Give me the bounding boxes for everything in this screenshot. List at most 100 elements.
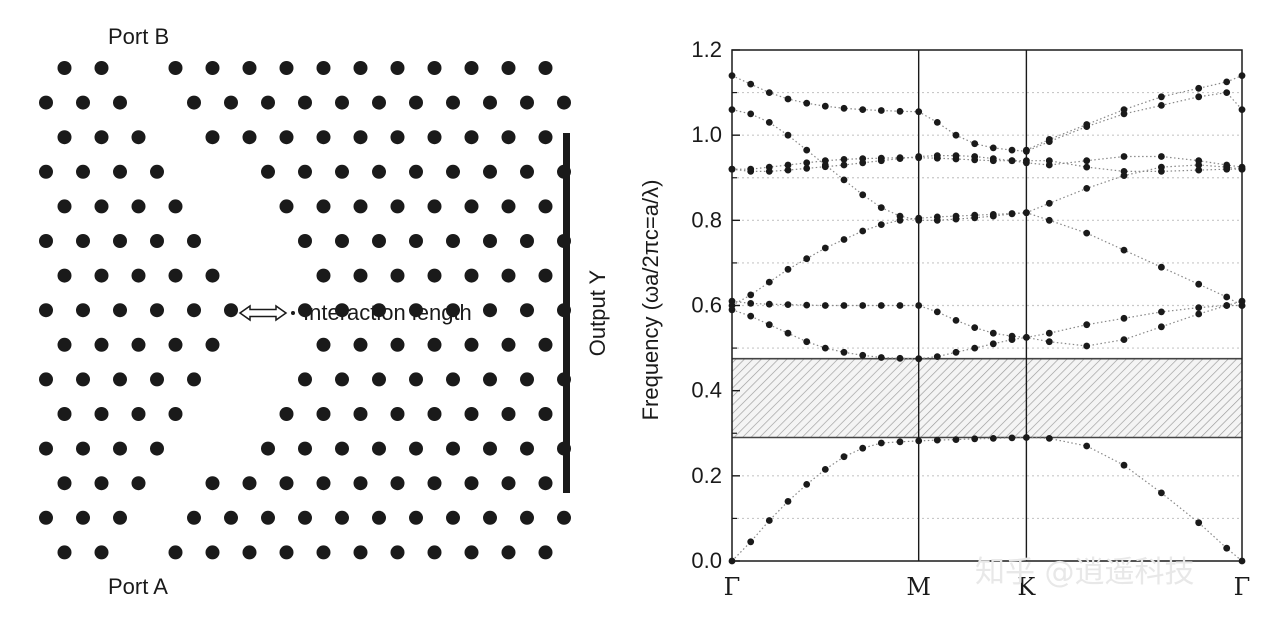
band-point — [784, 329, 792, 337]
band-line — [1026, 75, 1243, 151]
crystal-rod — [501, 130, 516, 145]
band-point — [1158, 323, 1165, 331]
crystal-rod — [390, 61, 405, 75]
crystal-rod — [353, 476, 368, 491]
band-point — [877, 221, 885, 229]
band-point — [840, 156, 848, 163]
crystal-rod — [76, 372, 90, 387]
crystal-rod — [427, 407, 442, 421]
band-point — [1120, 168, 1128, 175]
band-point — [877, 439, 885, 447]
crystal-rod — [187, 95, 201, 110]
band-point — [859, 227, 867, 235]
band-point — [1120, 106, 1128, 113]
x-tick-label: Γ — [724, 573, 741, 601]
band-line — [731, 436, 1243, 562]
photonic-band-gap — [732, 357, 1242, 439]
crystal-rod — [557, 95, 571, 110]
crystal-rod — [409, 234, 423, 248]
crystal-rod — [205, 337, 220, 352]
y-tick-label: 0.6 — [691, 293, 722, 318]
port-a-label: Port A — [108, 574, 168, 599]
crystal-rod — [113, 303, 127, 318]
crystal-rod — [464, 130, 479, 145]
crystal-rod — [168, 545, 183, 560]
y-ticks: 0.0 0.2 0.4 0.6 0.8 1.0 1.2 — [691, 37, 740, 573]
crystal-rod — [131, 268, 146, 283]
crystal-rod — [390, 337, 405, 352]
crystal-rod — [483, 510, 497, 525]
band-point — [1120, 153, 1128, 160]
crystal-rod — [390, 476, 405, 491]
crystal-rod — [316, 476, 331, 491]
crystal-rod — [446, 372, 460, 387]
crystal-rod — [427, 337, 442, 352]
crystal-rod — [372, 372, 386, 387]
band-point — [1158, 93, 1165, 101]
band-point — [971, 344, 979, 352]
crystal-rod — [205, 268, 220, 283]
crystal-rod — [538, 199, 553, 214]
crystal-rod — [427, 130, 442, 145]
crystal-rod — [446, 95, 460, 110]
crystal-rod — [76, 303, 90, 318]
photonic-crystal — [39, 61, 571, 560]
band-point — [877, 354, 885, 361]
band-point — [840, 302, 848, 309]
crystal-rod — [168, 199, 183, 214]
band-point — [933, 436, 941, 444]
band-point — [840, 348, 848, 356]
crystal-rod — [520, 441, 534, 456]
band-point — [1195, 280, 1203, 288]
band-point — [1008, 434, 1016, 442]
band-point — [784, 161, 792, 169]
band-line — [731, 300, 1242, 339]
band-point — [803, 301, 811, 309]
band-point — [1158, 489, 1165, 497]
band-point — [765, 517, 773, 524]
crystal-rod — [94, 61, 109, 75]
crystal-rod — [76, 234, 90, 248]
crystal-rod — [409, 95, 423, 110]
crystal-rod — [76, 95, 90, 110]
crystal-rod — [520, 234, 534, 248]
crystal-rod — [131, 337, 146, 352]
crystal-rod — [205, 130, 220, 145]
crystal-rod — [538, 268, 553, 283]
crystal-rod — [39, 95, 53, 110]
symmetry-lines — [917, 50, 1028, 561]
band-point — [1083, 163, 1091, 171]
band-point — [765, 321, 773, 329]
band-point — [877, 204, 885, 212]
crystal-rod — [39, 234, 53, 248]
band-point — [1083, 442, 1091, 450]
band-point — [989, 435, 997, 442]
crystal-rod — [520, 95, 534, 110]
band-point — [1158, 102, 1165, 109]
band-point — [803, 165, 811, 172]
crystal-rod — [261, 95, 275, 110]
crystal-rod — [279, 545, 294, 560]
port-b-label: Port B — [108, 24, 169, 49]
band-point — [821, 244, 829, 252]
crystal-rod — [298, 510, 312, 525]
crystal-rod — [298, 164, 312, 179]
crystal-rod — [446, 441, 460, 456]
band-point — [989, 340, 997, 348]
crystal-rod — [335, 164, 349, 179]
crystal-rod — [483, 95, 497, 110]
crystal-rod — [187, 372, 201, 387]
crystal-rod — [242, 61, 257, 75]
crystal-rod — [520, 303, 534, 318]
band-point — [989, 144, 997, 152]
crystal-rod — [390, 268, 405, 283]
band-point — [821, 157, 829, 165]
band-point — [765, 119, 773, 126]
crystal-rod — [113, 234, 127, 248]
band-point — [1045, 136, 1053, 143]
band-point — [859, 106, 867, 113]
crystal-rod — [557, 510, 571, 525]
band-point — [1083, 229, 1091, 237]
crystal-rod — [150, 372, 164, 387]
crystal-rod — [335, 510, 349, 525]
